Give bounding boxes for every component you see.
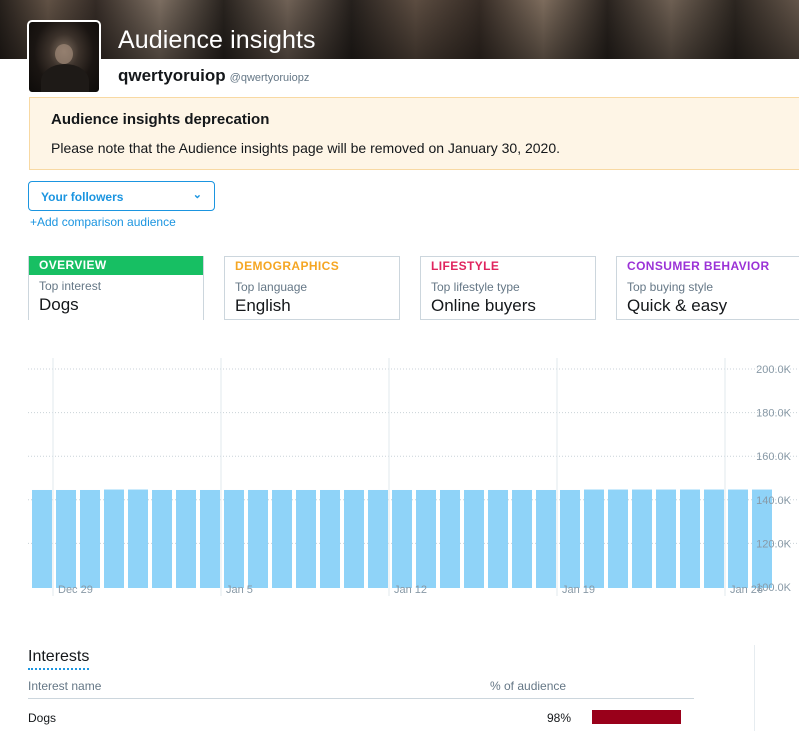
tab-overview-label: OVERVIEW	[29, 256, 203, 275]
bar	[584, 489, 604, 588]
interest-row-name: Dogs	[28, 711, 57, 725]
tab-consumer-behavior[interactable]: CONSUMER BEHAVIOR Top buying style Quick…	[616, 256, 799, 320]
tab-consumer-behavior-label: CONSUMER BEHAVIOR	[627, 259, 770, 273]
bar	[752, 489, 772, 588]
bar	[656, 489, 676, 588]
tab-lifestyle-value: Online buyers	[431, 296, 536, 315]
bar	[104, 489, 124, 588]
account-name: qwertyoruiop @qwertyoruiopz	[118, 66, 309, 86]
interest-row-percent: 98%	[547, 711, 572, 725]
bar	[512, 489, 532, 588]
tab-demographics-sub: Top language	[235, 280, 308, 294]
bar	[56, 489, 76, 588]
bar	[200, 489, 220, 588]
tab-lifestyle[interactable]: LIFESTYLE Top lifestyle type Online buye…	[420, 256, 596, 320]
bar	[320, 489, 340, 588]
notice-text: Please note that the Audience insights p…	[51, 140, 561, 156]
y-tick-label: 100.0K	[756, 582, 792, 594]
x-tick-label: Jan 5	[226, 584, 253, 596]
notice-heading: Audience insights deprecation	[51, 111, 270, 128]
bar	[728, 489, 748, 588]
bar	[416, 489, 436, 588]
followers-chart: 100.0K 120.0K 140.0K 160.0K 180.0K 200.0K Dec…	[28, 358, 799, 596]
chart-bars	[32, 489, 772, 588]
interests-title: Interests	[28, 648, 90, 670]
tab-demographics[interactable]: DEMOGRAPHICS Top language English	[224, 256, 400, 320]
avatar-body	[41, 64, 89, 92]
bar	[560, 489, 580, 588]
bar	[152, 489, 172, 588]
bar	[488, 489, 508, 588]
banner-shade	[0, 0, 799, 59]
section-divider	[754, 645, 755, 731]
bar	[344, 489, 364, 588]
bar	[632, 489, 652, 588]
bar	[704, 489, 724, 588]
bar	[368, 489, 388, 588]
chevron-down-icon: ⌄	[192, 189, 202, 201]
bar	[32, 489, 52, 588]
x-tick-label: Jan 12	[394, 584, 427, 596]
deprecation-notice: Audience insights deprecation Please not…	[29, 97, 799, 170]
bar	[296, 489, 316, 588]
audience-dropdown[interactable]: Your followers ⌄	[28, 181, 215, 211]
audience-dropdown-label: Your followers	[41, 190, 124, 204]
bar	[248, 489, 268, 588]
bar	[680, 489, 700, 588]
bar	[536, 489, 556, 588]
add-comparison-link[interactable]: +Add comparison audience	[30, 215, 176, 229]
tab-consumer-behavior-sub: Top buying style	[627, 280, 714, 294]
tab-consumer-behavior-value: Quick & easy	[627, 296, 728, 315]
y-tick-label: 200.0K	[756, 364, 792, 376]
tab-overview-sub: Top interest	[39, 279, 102, 293]
bar	[80, 489, 100, 588]
bar	[392, 489, 412, 588]
y-tick-label: 180.0K	[756, 408, 792, 420]
x-tick-label: Dec 29	[58, 584, 93, 596]
tab-demographics-label: DEMOGRAPHICS	[235, 259, 340, 273]
x-tick-label: Jan 19	[562, 584, 595, 596]
bar	[128, 489, 148, 588]
x-axis-labels: Dec 29 Jan 5 Jan 12 Jan 19 Jan 26	[58, 584, 763, 596]
bar	[440, 489, 460, 588]
bar	[176, 489, 196, 588]
tab-overview[interactable]: OVERVIEW Top interest Dogs	[28, 256, 204, 320]
avatar[interactable]	[27, 20, 101, 94]
avatar-face	[55, 44, 73, 64]
y-axis-labels: 100.0K 120.0K 140.0K 160.0K 180.0K 200.0K	[756, 364, 792, 594]
user-handle: @qwertyoruiopz	[229, 72, 310, 84]
tab-overview-value: Dogs	[39, 295, 79, 314]
y-tick-label: 140.0K	[756, 495, 792, 507]
header-banner	[0, 0, 799, 59]
col-percent-audience: % of audience	[490, 679, 567, 693]
tab-demographics-value: English	[235, 296, 291, 315]
tab-lifestyle-label: LIFESTYLE	[431, 259, 500, 273]
bar	[464, 489, 484, 588]
tab-lifestyle-sub: Top lifestyle type	[431, 280, 520, 294]
x-tick-label: Jan 26	[730, 584, 763, 596]
page-title: Audience insights	[118, 26, 316, 54]
username: qwertyoruiop	[118, 66, 226, 85]
interest-row-bar	[592, 710, 681, 724]
bar	[224, 489, 244, 588]
col-interest-name: Interest name	[28, 679, 102, 693]
y-tick-label: 160.0K	[756, 451, 792, 463]
y-tick-label: 120.0K	[756, 538, 792, 550]
bar	[272, 489, 292, 588]
bar	[608, 489, 628, 588]
table-header-divider	[28, 698, 694, 699]
